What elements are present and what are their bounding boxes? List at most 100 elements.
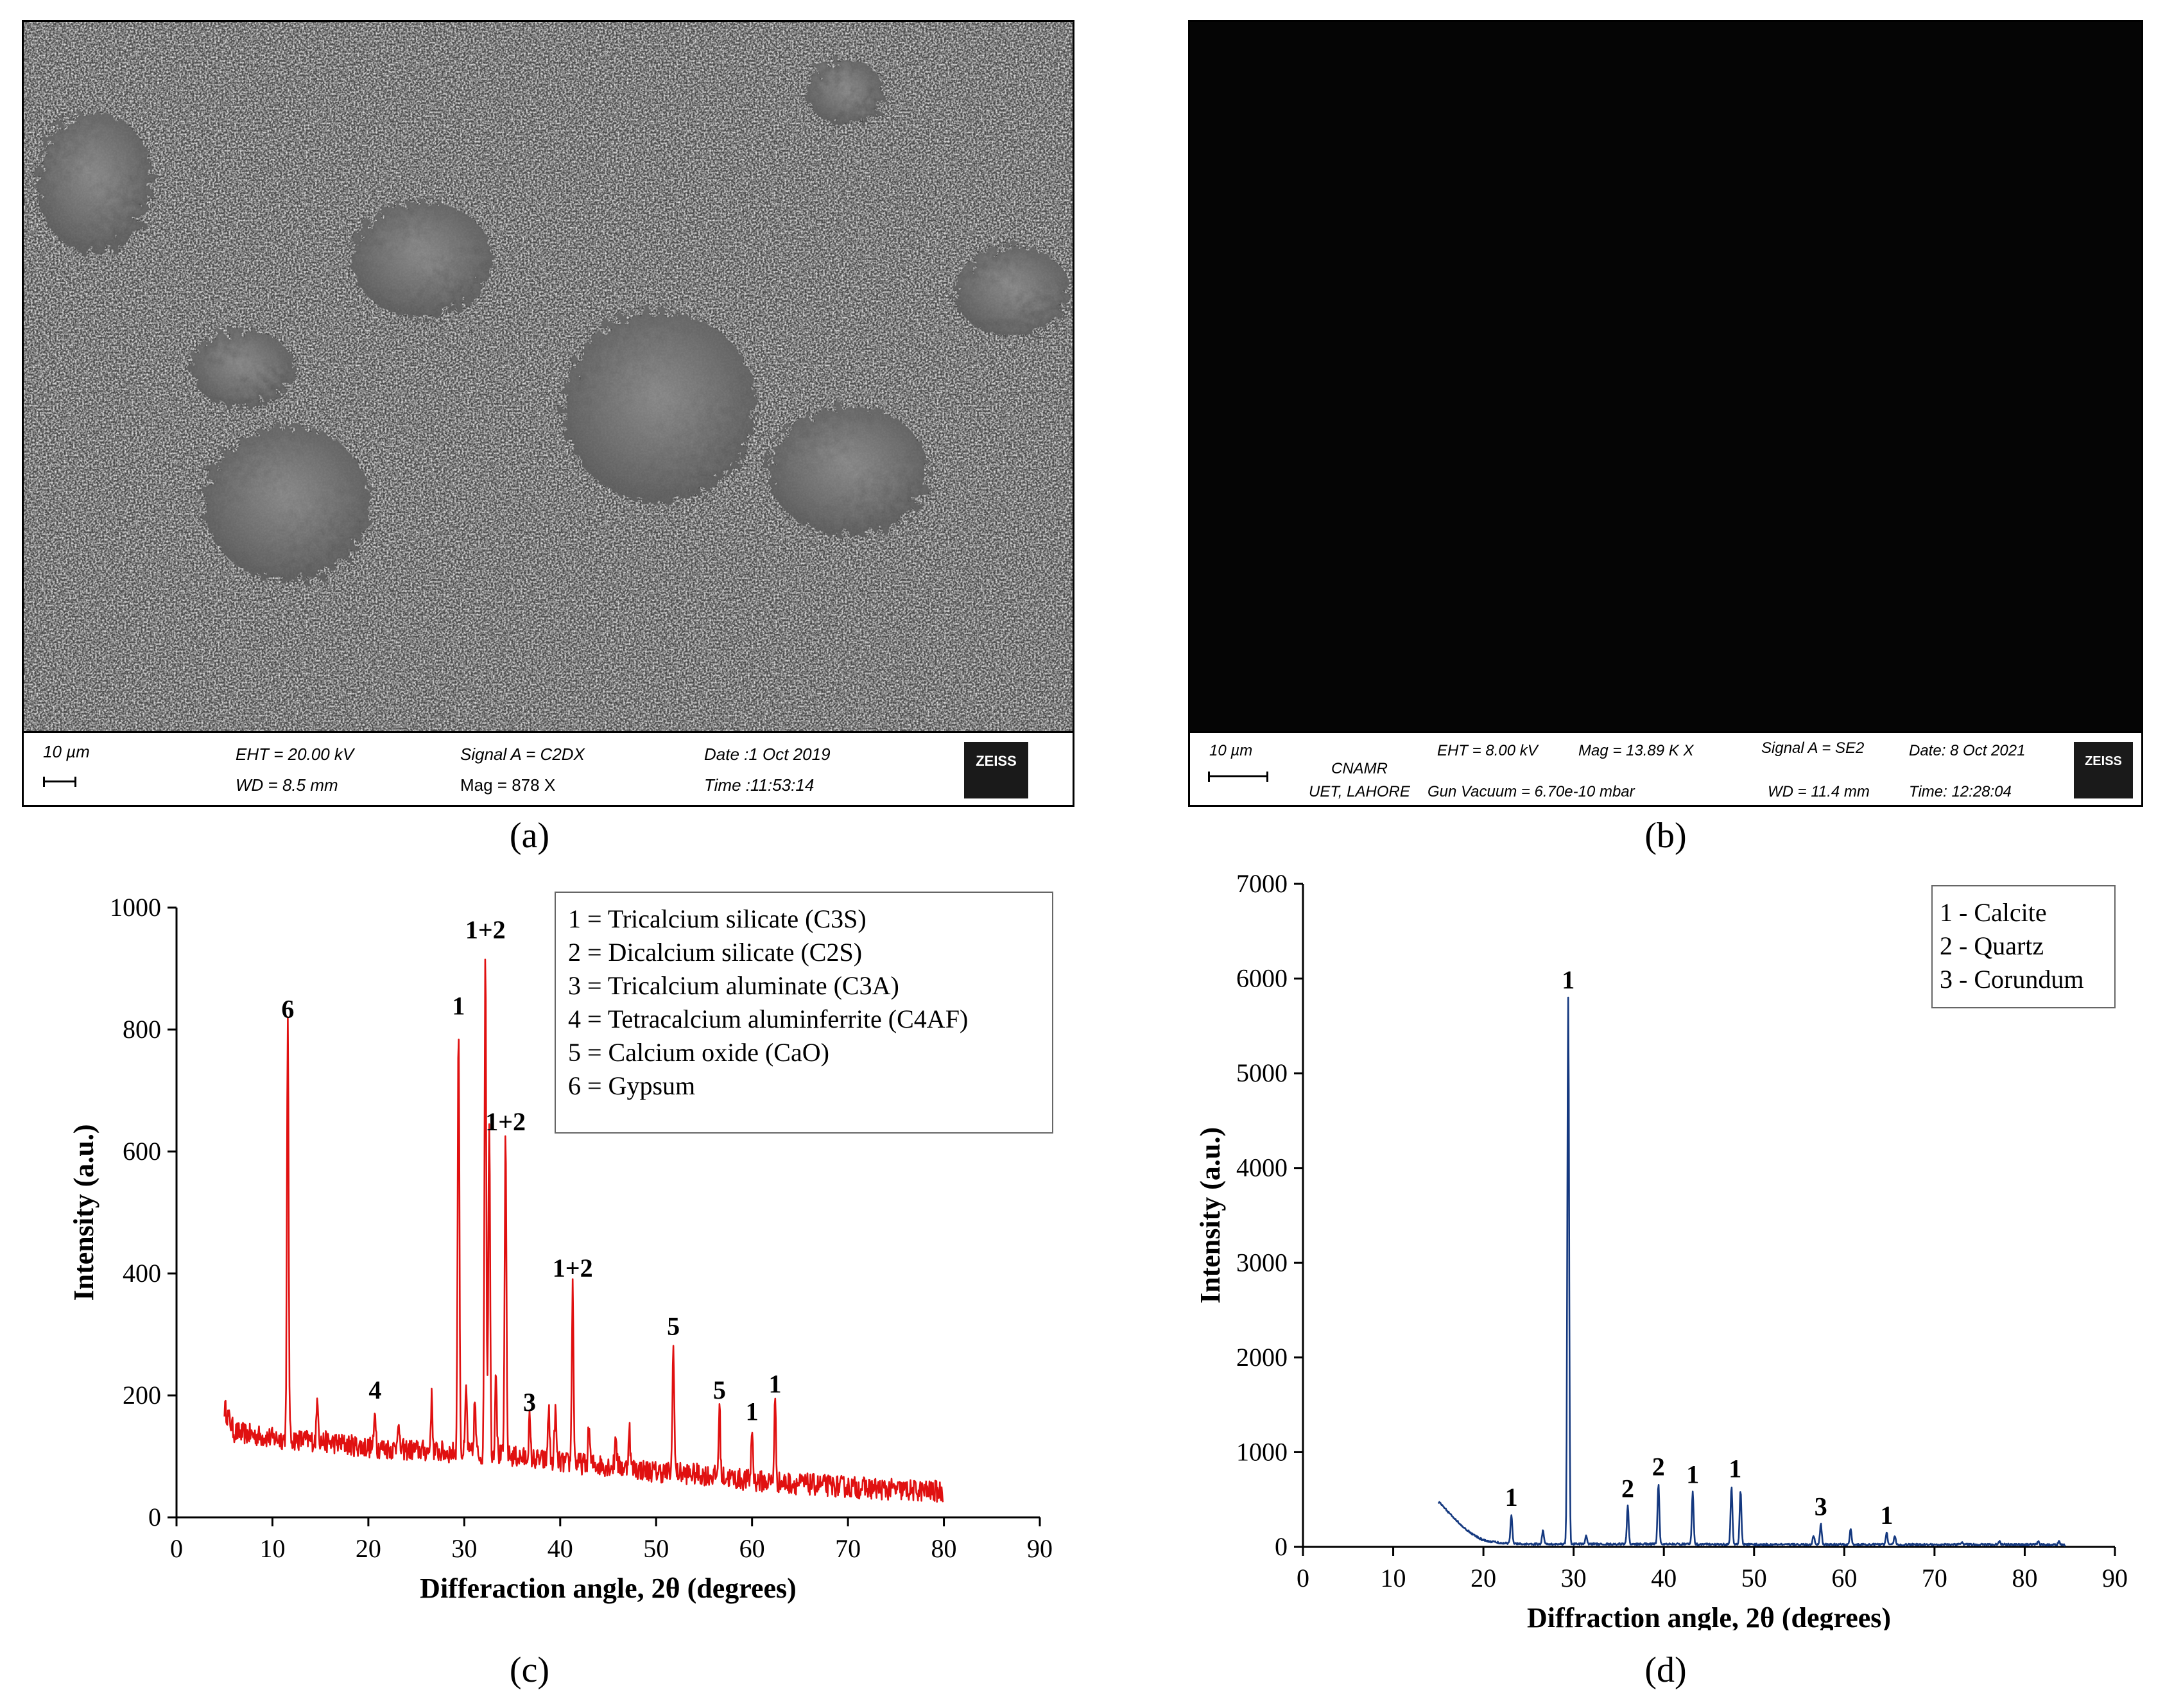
x-tick-label: 70 (835, 1534, 861, 1563)
y-tick-label: 1000 (110, 893, 161, 922)
x-tick-label: 30 (1561, 1564, 1587, 1592)
y-axis-label: Intensity (a.u.) (1195, 1127, 1226, 1304)
wd-label: WD = 11.4 mm (1768, 783, 1870, 800)
legend-box (555, 892, 1053, 1134)
legend-entry: 6 = Gypsum (568, 1071, 695, 1100)
x-tick-label: 90 (2102, 1564, 2128, 1592)
y-tick-label: 600 (123, 1137, 161, 1166)
eht-label: EHT = 20.00 kV (236, 745, 354, 764)
peak-label: 1 (769, 1370, 782, 1399)
peak-label: 1 (746, 1397, 759, 1426)
sem-databar-a: 10 µm EHT = 20.00 kV WD = 8.5 mm Signal … (24, 731, 1073, 805)
sem-image-b-frame: 10 µm CNAMR UET, LAHORE EHT = 8.00 kV Ma… (1188, 20, 2143, 807)
sem-image-a-frame: 10 µm EHT = 20.00 kV WD = 8.5 mm Signal … (22, 20, 1074, 807)
zeiss-logo: ZEISS (2074, 742, 2133, 798)
x-tick-label: 40 (1651, 1564, 1677, 1592)
peak-label: 3 (1815, 1492, 1827, 1521)
legend-entry: 1 = Tricalcium silicate (C3S) (568, 904, 867, 933)
zeiss-logo: ZEISS (964, 742, 1028, 798)
caption-d: (d) (1644, 1650, 1687, 1690)
x-tick-label: 0 (170, 1534, 183, 1563)
legend-entry: 2 = Dicalcium silicate (C2S) (568, 938, 862, 967)
chart-c: 0 10 20 30 40 50 60 70 80 90 0 200 400 600 800 1000 Diff… (68, 892, 1053, 1604)
x-tick-label: 20 (356, 1534, 381, 1563)
wd-label: WD = 8.5 mm (236, 775, 338, 795)
y-axis-label: Intensity (a.u.) (68, 1124, 99, 1300)
legend-entry: 5 = Calcium oxide (CaO) (568, 1038, 829, 1067)
date-label: Date: 8 Oct 2021 (1909, 742, 2026, 759)
caption-a: (a) (509, 816, 550, 856)
x-tick-label: 90 (1027, 1534, 1053, 1563)
date-label: Date :1 Oct 2019 (704, 745, 831, 764)
peak-label: 1 (1686, 1460, 1699, 1488)
peak-label: 1+2 (553, 1254, 593, 1282)
x-tick-label: 50 (1741, 1564, 1767, 1592)
mag-label: Mag = 13.89 K X (1578, 742, 1694, 759)
x-tick-label: 40 (548, 1534, 573, 1563)
scale-bar (1208, 772, 1268, 782)
x-tick-label: 60 (1831, 1564, 1857, 1592)
x-tick-label: 80 (2012, 1564, 2037, 1592)
y-tick-label: 6000 (1236, 964, 1288, 993)
x-tick-label: 20 (1471, 1564, 1496, 1592)
y-tick-label: 800 (123, 1015, 161, 1044)
x-axis-label: Diffraction angle, 2θ (degrees) (1527, 1602, 1891, 1630)
y-tick-label: 400 (123, 1259, 161, 1288)
scale-bar-label: 10 µm (1209, 742, 1253, 759)
peak-label: 1 (452, 992, 465, 1021)
y-tick-label: 4000 (1236, 1153, 1288, 1182)
gun-vacuum-label: Gun Vacuum = 6.70e-10 mbar (1428, 783, 1635, 800)
sem-micrograph-b (1190, 22, 2141, 731)
signal-label: Signal A = C2DX (460, 745, 585, 764)
y-tick-label: 1000 (1236, 1437, 1288, 1466)
org-label-2: UET, LAHORE (1309, 783, 1410, 800)
peak-label: 1+2 (485, 1107, 526, 1136)
y-tick-label: 0 (148, 1503, 161, 1531)
time-label: Time: 12:28:04 (1909, 783, 2012, 800)
panel-b: 10 µm CNAMR UET, LAHORE EHT = 8.00 kV Ma… (1188, 20, 2143, 807)
peak-label: 2 (1621, 1474, 1634, 1503)
eht-label: EHT = 8.00 kV (1437, 742, 1538, 759)
x-tick-label: 70 (1922, 1564, 1947, 1592)
legend-box (1931, 885, 2116, 1008)
peak-label: 4 (368, 1376, 381, 1404)
y-tick-label: 200 (123, 1381, 161, 1410)
y-tick-label: 0 (1275, 1532, 1288, 1561)
peak-label: 3 (523, 1388, 536, 1417)
signal-label: Signal A = SE2 (1761, 739, 1865, 757)
legend-entry: 4 = Tetracalcium aluminferrite (C4AF) (568, 1005, 968, 1033)
legend-entry: 1 - Calcite (1940, 898, 2047, 927)
peak-label: 5 (667, 1311, 680, 1340)
y-tick-label: 7000 (1236, 869, 1288, 898)
x-tick-label: 10 (1381, 1564, 1406, 1592)
scale-bar-label: 10 µm (43, 742, 90, 761)
legend: 1 - Calcite 2 - Quartz 3 - Corundum (1931, 885, 2116, 1008)
caption-c: (c) (509, 1650, 550, 1690)
sem-databar-b: 10 µm CNAMR UET, LAHORE EHT = 8.00 kV Ma… (1190, 731, 2141, 805)
time-label: Time :11:53:14 (704, 775, 815, 795)
legend-entry: 3 - Corundum (1940, 965, 2083, 994)
legend-entry: 3 = Tricalcium aluminate (C3A) (568, 971, 899, 1000)
mag-label: Mag = 878 X (460, 775, 556, 795)
x-axis-label: Differaction angle, 2θ (degrees) (420, 1573, 797, 1604)
scale-bar (43, 777, 76, 787)
peak-label: 2 (1652, 1453, 1665, 1481)
peak-label: 5 (713, 1376, 726, 1404)
panel-a: 10 µm EHT = 20.00 kV WD = 8.5 mm Signal … (22, 20, 1074, 807)
peak-label: 1 (1505, 1483, 1518, 1512)
sem-micrograph-a (24, 22, 1073, 731)
caption-b: (b) (1644, 816, 1687, 856)
y-tick-label: 5000 (1236, 1058, 1288, 1087)
org-label-1: CNAMR (1331, 760, 1388, 777)
x-tick-label: 10 (259, 1534, 285, 1563)
y-tick-label: 2000 (1236, 1343, 1288, 1372)
peak-label: 1 (1880, 1501, 1893, 1530)
series-line (1437, 996, 2066, 1547)
chart-d: 0 10 20 30 40 50 60 70 80 90 0 1000 2000 3000 4000 5000… (1195, 869, 2128, 1630)
series-line (223, 958, 944, 1503)
x-tick-label: 0 (1297, 1564, 1309, 1592)
peak-label: 1 (1729, 1454, 1741, 1483)
peak-label: 1+2 (465, 915, 506, 944)
peak-label: 1 (1562, 965, 1574, 994)
x-tick-label: 30 (451, 1534, 477, 1563)
